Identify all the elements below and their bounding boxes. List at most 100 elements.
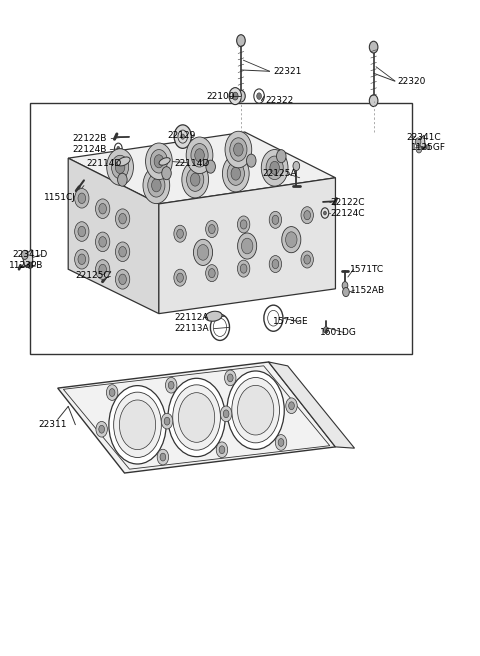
Circle shape <box>109 386 166 464</box>
Circle shape <box>276 150 286 163</box>
Circle shape <box>186 137 213 174</box>
Polygon shape <box>68 132 336 204</box>
Text: 22114D: 22114D <box>86 159 121 168</box>
Circle shape <box>177 273 183 282</box>
Text: 22320: 22320 <box>397 77 426 85</box>
Circle shape <box>324 327 328 333</box>
Circle shape <box>99 264 107 275</box>
Circle shape <box>208 224 215 234</box>
Text: 22341C: 22341C <box>406 133 441 142</box>
Circle shape <box>116 270 130 289</box>
Circle shape <box>96 199 110 218</box>
Circle shape <box>195 149 204 162</box>
Text: 22113A: 22113A <box>174 324 209 333</box>
Circle shape <box>114 392 161 457</box>
Circle shape <box>99 203 107 214</box>
Circle shape <box>426 144 430 150</box>
Text: 22129: 22129 <box>168 131 196 140</box>
Circle shape <box>99 237 107 247</box>
Text: 1151CJ: 1151CJ <box>44 193 76 202</box>
Circle shape <box>278 438 284 446</box>
Circle shape <box>286 232 297 247</box>
Circle shape <box>216 442 228 458</box>
Text: 22341D: 22341D <box>12 251 47 259</box>
Circle shape <box>222 155 249 192</box>
Circle shape <box>261 150 288 186</box>
Circle shape <box>205 220 218 237</box>
Ellipse shape <box>159 157 170 165</box>
Circle shape <box>119 213 126 224</box>
Circle shape <box>227 371 284 449</box>
Circle shape <box>75 222 89 241</box>
Circle shape <box>168 381 174 389</box>
Polygon shape <box>58 362 336 473</box>
Text: 1573GE: 1573GE <box>274 317 309 326</box>
Circle shape <box>276 435 287 450</box>
Circle shape <box>269 211 282 228</box>
Text: 22124B: 22124B <box>72 145 107 154</box>
Text: 1571TC: 1571TC <box>350 265 384 274</box>
Circle shape <box>150 150 168 173</box>
Circle shape <box>225 131 252 168</box>
Circle shape <box>208 268 215 277</box>
Circle shape <box>174 125 192 148</box>
Circle shape <box>179 393 215 442</box>
Polygon shape <box>159 178 336 314</box>
Circle shape <box>220 406 232 422</box>
Circle shape <box>173 385 220 450</box>
Circle shape <box>109 388 115 396</box>
Circle shape <box>193 239 213 266</box>
Circle shape <box>288 402 294 409</box>
Circle shape <box>219 446 225 454</box>
Circle shape <box>228 374 233 382</box>
Circle shape <box>174 225 186 242</box>
Circle shape <box>161 413 173 429</box>
Circle shape <box>22 251 28 259</box>
Text: 1152AB: 1152AB <box>350 285 385 295</box>
Circle shape <box>266 156 283 180</box>
Circle shape <box>237 35 245 47</box>
Bar <box>30 102 412 354</box>
Circle shape <box>160 453 166 461</box>
Circle shape <box>174 269 186 286</box>
Circle shape <box>240 264 247 273</box>
Text: 22125C: 22125C <box>75 271 110 280</box>
Circle shape <box>257 93 262 99</box>
Circle shape <box>117 146 120 150</box>
Circle shape <box>238 216 250 233</box>
Circle shape <box>286 398 297 413</box>
Circle shape <box>227 162 244 186</box>
Circle shape <box>157 449 168 465</box>
Text: 22112A: 22112A <box>174 313 209 322</box>
Polygon shape <box>68 158 159 314</box>
Circle shape <box>166 377 177 393</box>
Circle shape <box>168 379 225 457</box>
Text: 22100: 22100 <box>206 92 235 100</box>
Circle shape <box>191 173 200 186</box>
Circle shape <box>272 215 279 224</box>
Circle shape <box>240 220 247 229</box>
Circle shape <box>369 41 378 53</box>
Circle shape <box>238 385 274 435</box>
Text: 22122B: 22122B <box>72 134 107 143</box>
Circle shape <box>232 377 279 443</box>
Text: 1125GF: 1125GF <box>411 143 446 152</box>
Text: 1123PB: 1123PB <box>9 262 43 270</box>
Circle shape <box>234 143 243 156</box>
Circle shape <box>205 264 218 281</box>
Circle shape <box>148 174 165 197</box>
Circle shape <box>191 144 208 167</box>
Circle shape <box>416 145 422 153</box>
Circle shape <box>293 161 300 171</box>
Circle shape <box>111 155 129 179</box>
Circle shape <box>342 281 348 289</box>
Circle shape <box>225 370 236 386</box>
Circle shape <box>115 161 125 174</box>
Circle shape <box>119 274 126 285</box>
Circle shape <box>223 410 229 418</box>
Circle shape <box>272 260 279 269</box>
Circle shape <box>99 425 105 433</box>
Circle shape <box>230 138 247 161</box>
Circle shape <box>181 134 185 139</box>
Circle shape <box>75 188 89 208</box>
